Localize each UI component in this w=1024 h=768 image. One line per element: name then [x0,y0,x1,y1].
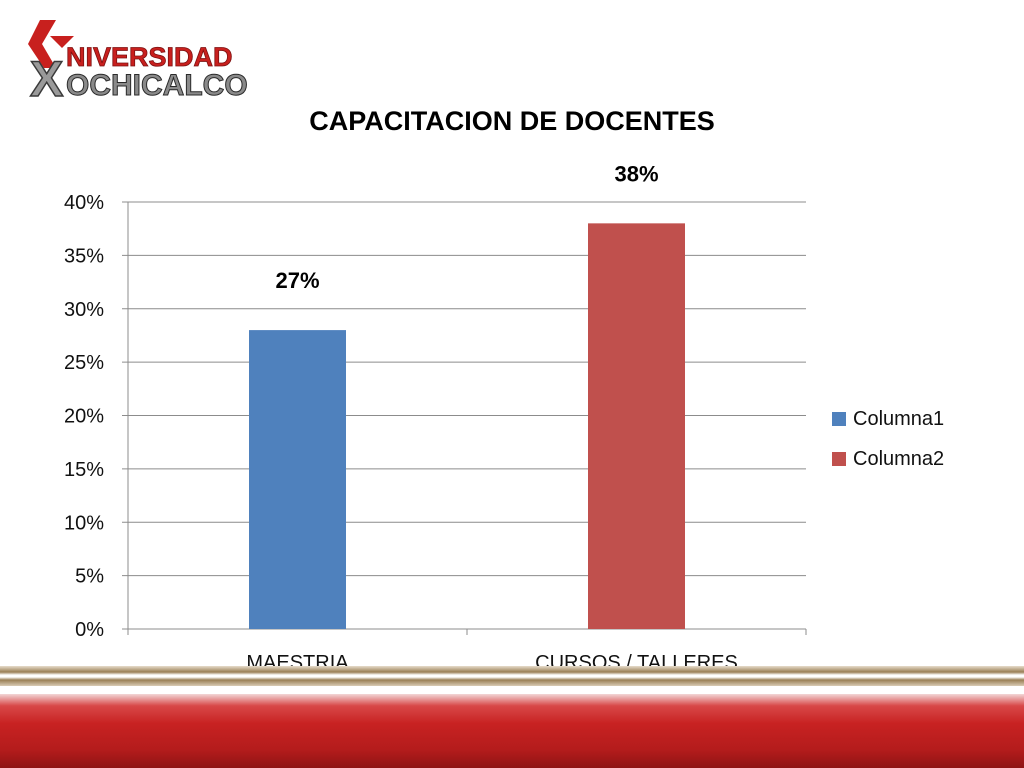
bar-chart: 0%5%10%15%20%25%30%35%40%MAESTRIA CURSOS … [64,161,807,674]
logo-text-bottom: OCHICALCO [66,69,248,102]
legend-item-columna1: Columna1 [832,399,944,439]
logo-graphic: X NIVERSIDAD OCHICALCO [28,20,248,108]
svg-text:X: X [30,51,63,104]
y-tick-label: 0% [75,619,104,641]
legend-label: Columna1 [853,407,945,430]
bar-columna2 [588,223,685,629]
legend-swatch [832,452,846,466]
university-logo: X NIVERSIDAD OCHICALCO [22,14,294,108]
y-tick-label: 20% [64,406,104,428]
data-label: 27% [275,268,319,293]
y-tick-label: 15% [64,459,104,481]
bar-columna1 [249,330,346,629]
chart-legend: Columna1 Columna2 [832,399,944,479]
footer-band [0,694,1024,768]
data-label: 38% [614,161,658,186]
y-tick-label: 10% [64,512,104,534]
y-tick-label: 25% [64,352,104,374]
slide-title: CAPACITACION DE DOCENTES [309,106,715,136]
legend-item-columna2: Columna2 [832,439,944,479]
y-tick-label: 40% [64,192,104,214]
logo-text-top: NIVERSIDAD [66,42,233,72]
y-tick-label: 35% [64,245,104,267]
y-tick-label: 5% [75,566,104,588]
logo-swoosh-icon [28,20,56,68]
legend-label: Columna2 [853,447,945,470]
decorative-stripe [0,666,1024,686]
legend-swatch [832,412,846,426]
y-tick-label: 30% [64,299,104,321]
